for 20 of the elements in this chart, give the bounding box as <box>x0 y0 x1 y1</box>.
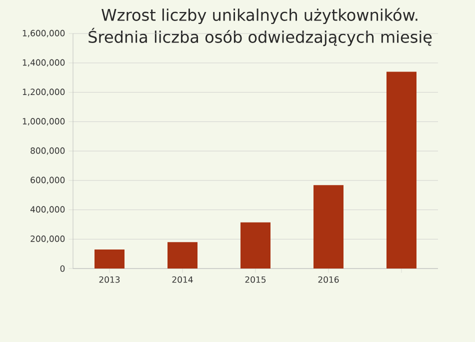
x-tick-label: 2013 <box>99 276 120 283</box>
x-tick-label: 2015 <box>245 276 266 283</box>
chart-title: Wzrost liczby unikalnych użytkowników. <box>102 8 418 24</box>
bar <box>386 72 416 269</box>
y-tick-label: 200,000 <box>30 236 65 243</box>
chart-subtitle: Średnia liczba osób odwiedzających miesię <box>88 28 432 46</box>
y-tick-label: 400,000 <box>30 206 65 214</box>
y-tick-label: 1,400,000 <box>22 59 65 67</box>
bar <box>168 242 198 269</box>
y-tick-label: 800,000 <box>30 147 65 155</box>
y-tick-label: 600,000 <box>30 176 65 184</box>
y-tick-label: 1,200,000 <box>22 88 65 96</box>
y-tick-label: 1,000,000 <box>22 118 65 126</box>
bar <box>94 249 124 269</box>
x-tick-label: 2014 <box>172 276 193 283</box>
bar <box>240 222 270 269</box>
bar <box>314 185 344 269</box>
y-tick-label: 1,600,000 <box>22 30 65 38</box>
y-tick-label: 0 <box>60 265 65 272</box>
x-tick-label: 2016 <box>318 276 339 283</box>
